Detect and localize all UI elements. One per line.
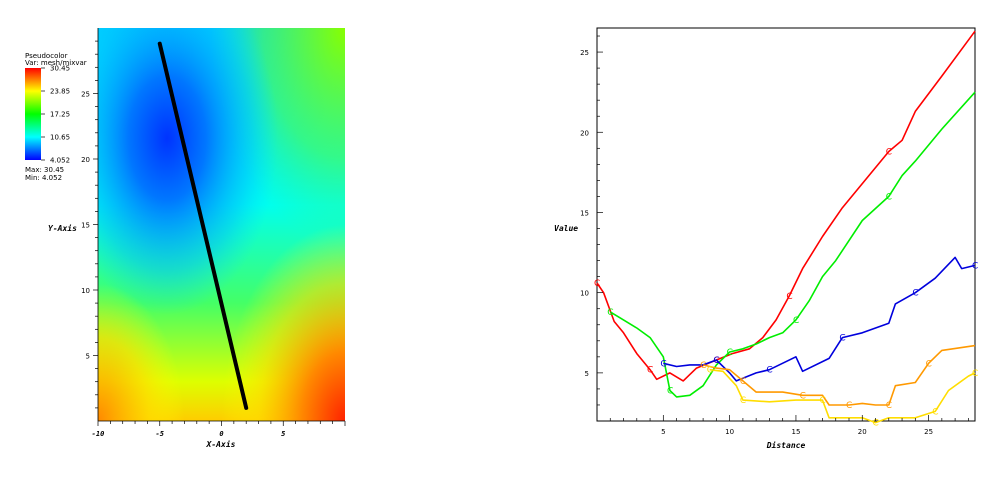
- curve-x-tick-label: 25: [924, 428, 933, 436]
- color-bar: [25, 68, 41, 160]
- heatmap-y-tick-label: 25: [81, 91, 90, 99]
- curve-point-marker: C: [932, 407, 938, 417]
- curve-point-marker: C: [873, 419, 879, 429]
- curve-point-marker: C: [886, 192, 892, 202]
- heatmap-y-tick-label: 15: [81, 222, 90, 230]
- legend-title: Pseudocolor: [25, 52, 68, 60]
- heatmap-x-tick-label: 5: [281, 430, 285, 438]
- curve-y-tick-label: 5: [585, 370, 589, 378]
- curve-x-tick-label: 20: [858, 428, 867, 436]
- curve-axes: 5 10 15 20 25 5 10 15 20 25: [580, 35, 969, 436]
- pseudocolor-legend: Pseudocolor Var: mesh/mixvar 30.45 23.85 1…: [25, 52, 87, 182]
- curve-point-marker: C: [800, 391, 806, 401]
- color-bar-tick-label: 4.052: [50, 157, 70, 165]
- curve-y-tick-label: 15: [580, 209, 589, 217]
- curve-point-marker: C: [786, 292, 792, 302]
- curve-point-marker: C: [607, 308, 613, 318]
- heatmap-axes: -10 -5 0 5 5 10 15 20 25: [81, 28, 346, 438]
- curve-point-marker: C: [740, 377, 746, 387]
- heatmap-y-tick-label: 20: [81, 156, 90, 164]
- curve-y-tick-label: 10: [580, 290, 589, 298]
- heatmap-x-label: X-Axis: [206, 439, 236, 449]
- curve-x-tick-label: 10: [725, 428, 734, 436]
- curve-point-marker: C: [700, 361, 706, 371]
- color-bar-ticks: 30.45 23.85 17.25 10.65 4.052: [41, 65, 70, 165]
- curve-point-marker: C: [667, 387, 673, 397]
- curve-point-marker: C: [972, 369, 978, 379]
- curve-point-marker: C: [846, 401, 852, 411]
- curve-point-marker: C: [912, 289, 918, 299]
- curve-point-marker: C: [886, 401, 892, 411]
- curve-point-marker: C: [740, 396, 746, 406]
- legend-var: Var: mesh/mixvar: [25, 59, 87, 67]
- heatmap-y-label: Y-Axis: [48, 223, 77, 233]
- curve-point-marker: C: [766, 366, 772, 376]
- heatmap-y-tick-label: 5: [86, 353, 90, 361]
- curve-series-5: [709, 368, 976, 424]
- curve-point-marker: C: [660, 359, 666, 369]
- curve-y-tick-label: 25: [580, 49, 589, 57]
- heatmap-y-tick-label: 10: [81, 287, 90, 295]
- curve-x-label: Distance: [766, 440, 806, 450]
- heatmap-x-tick-label: -5: [156, 430, 164, 438]
- curve-y-tick-label: 20: [580, 129, 589, 137]
- color-bar-tick-label: 30.45: [50, 65, 70, 73]
- curve-point-marker: C: [727, 348, 733, 358]
- curve-y-label: Value: [554, 224, 578, 233]
- color-bar-tick-label: 17.25: [50, 111, 70, 119]
- legend-max: Max: 30.45: [25, 166, 64, 174]
- lineout-line[interactable]: [157, 41, 249, 410]
- curve-series-3: [663, 256, 976, 382]
- curve-series-4: [702, 344, 976, 406]
- curve-point-marker: C: [793, 316, 799, 326]
- curve-point-marker: C: [819, 396, 825, 406]
- curve-x-tick-label: 5: [661, 428, 665, 436]
- curve-point-marker: C: [707, 366, 713, 376]
- curve-point-marker: C: [972, 261, 978, 271]
- curve-plot-frame: [596, 27, 976, 422]
- curve-point-marker: C: [647, 366, 653, 376]
- curve-series-1: [596, 30, 976, 382]
- legend-min: Min: 4.052: [25, 174, 62, 182]
- curve-series-2: [609, 91, 976, 398]
- heatmap-x-tick-label: -10: [92, 430, 105, 438]
- curve-point-marker: C: [713, 356, 719, 366]
- curve-point-marker: C: [594, 279, 600, 289]
- curve-x-tick-label: 15: [791, 428, 800, 436]
- pseudocolor-plot: -10 -5 0 5 5 10 15 20 25 X-Axis Y-Axis: [48, 28, 346, 449]
- curve-point-marker: C: [926, 359, 932, 369]
- color-bar-tick-label: 23.85: [50, 88, 70, 96]
- color-bar-tick-label: 10.65: [50, 134, 70, 142]
- curve-point-marker: C: [886, 148, 892, 158]
- heatmap-x-tick-label: 0: [219, 430, 223, 438]
- curve-point-marker: C: [839, 334, 845, 344]
